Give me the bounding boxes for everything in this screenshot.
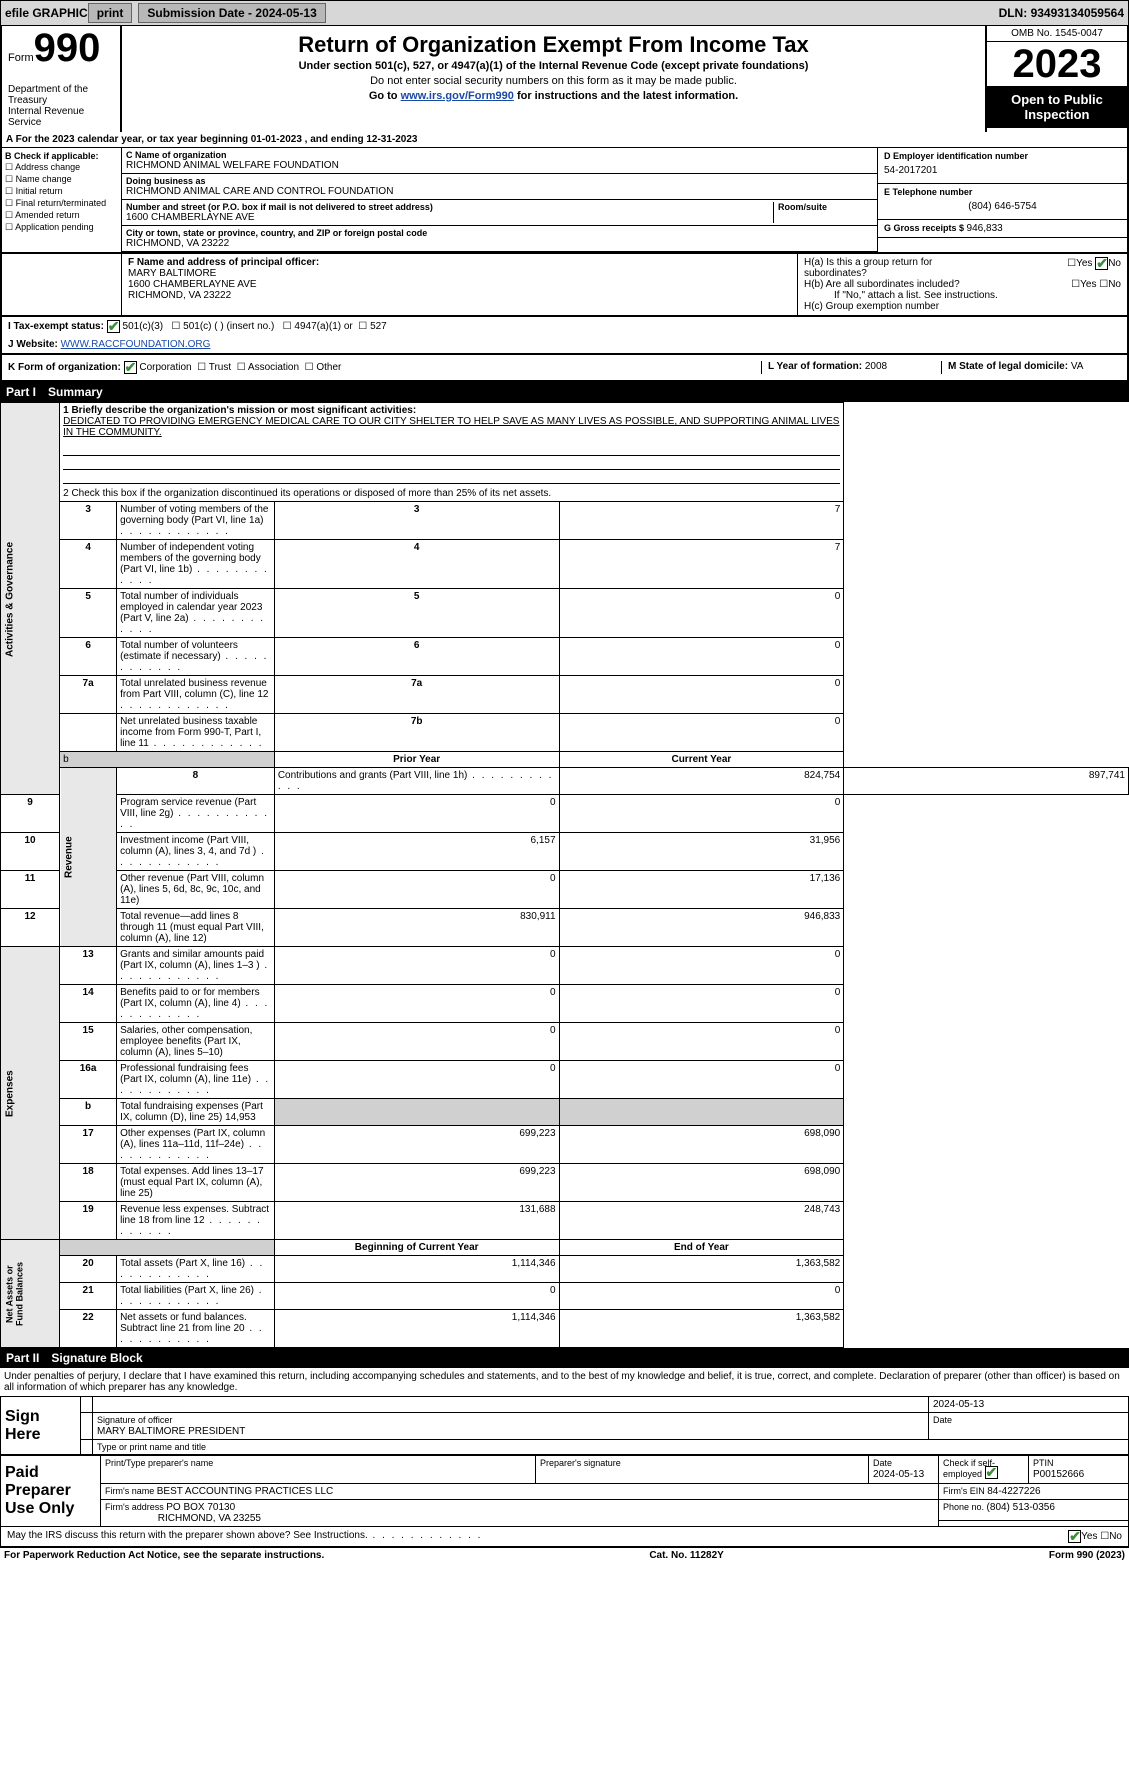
perjury-text: Under penalties of perjury, I declare th… — [0, 1368, 1129, 1396]
gov-row: 6Total number of volunteers (estimate if… — [1, 638, 1129, 676]
chk-initial-return[interactable]: Initial return — [5, 186, 118, 197]
chk-name-change[interactable]: Name change — [5, 174, 118, 185]
chk-address-change[interactable]: Address change — [5, 162, 118, 173]
dba: RICHMOND ANIMAL CARE AND CONTROL FOUNDAT… — [126, 186, 873, 197]
gov-row: Net unrelated business taxable income fr… — [1, 714, 1129, 752]
section-b-thru-g: B Check if applicable: Address change Na… — [0, 147, 1129, 254]
summary-table: Activities & Governance 1 Briefly descri… — [0, 402, 1129, 1348]
part-i-header: Part I Summary — [0, 382, 1129, 402]
chk-app-pending[interactable]: Application pending — [5, 222, 118, 233]
discuss-yes[interactable] — [1068, 1530, 1081, 1543]
firm-name: BEST ACCOUNTING PRACTICES LLC — [157, 1486, 334, 1497]
part-ii-header: Part II Signature Block — [0, 1348, 1129, 1368]
discuss-row: May the IRS discuss this return with the… — [0, 1527, 1129, 1547]
paid-preparer-table: Paid Preparer Use Only Print/Type prepar… — [0, 1455, 1129, 1527]
form-number-box: Form990 Department of the Treasury Inter… — [2, 26, 122, 132]
hb-yes-no: ☐Yes ☐No — [1071, 279, 1121, 290]
row-k-l-m: K Form of organization: Corporation ☐ Tr… — [0, 355, 1129, 382]
year-box: OMB No. 1545-0047 2023 Open to Public In… — [987, 26, 1127, 132]
gov-row: 5Total number of individuals employed in… — [1, 589, 1129, 638]
website-link[interactable]: WWW.RACCFOUNDATION.ORG — [61, 339, 211, 350]
chk-amended[interactable]: Amended return — [5, 210, 118, 221]
ein: 54-2017201 — [884, 161, 1121, 180]
title-box: Return of Organization Exempt From Incom… — [122, 26, 987, 132]
top-bar: efile GRAPHIC print Submission Date - 20… — [0, 0, 1129, 26]
print-button[interactable]: print — [88, 3, 133, 23]
side-netassets: Net Assets or Fund Balances — [1, 1240, 60, 1348]
line-a: A For the 2023 calendar year, or tax yea… — [0, 132, 1129, 147]
chk-final-return[interactable]: Final return/terminated — [5, 198, 118, 209]
chk-self-employed[interactable] — [985, 1466, 998, 1479]
treasury-dept: Department of the Treasury Internal Reve… — [8, 84, 114, 128]
telephone: (804) 646-5754 — [884, 197, 1121, 216]
org-name: RICHMOND ANIMAL WELFARE FOUNDATION — [126, 160, 873, 171]
gov-row: 3Number of voting members of the governi… — [1, 502, 1129, 540]
form-header: Form990 Department of the Treasury Inter… — [0, 26, 1129, 132]
footer: For Paperwork Reduction Act Notice, see … — [0, 1547, 1129, 1563]
mission-text: DEDICATED TO PROVIDING EMERGENCY MEDICAL… — [63, 416, 840, 438]
dln: DLN: 93493134059564 — [999, 6, 1124, 20]
side-governance: Activities & Governance — [1, 403, 60, 795]
side-expenses: Expenses — [1, 947, 60, 1240]
form-title: Return of Organization Exempt From Incom… — [130, 32, 977, 58]
chk-501c3[interactable] — [107, 320, 120, 333]
col-c: C Name of organization RICHMOND ANIMAL W… — [122, 148, 877, 252]
gov-row: 7aTotal unrelated business revenue from … — [1, 676, 1129, 714]
street: 1600 CHAMBERLAYNE AVE — [126, 212, 773, 223]
chk-corp[interactable] — [124, 361, 137, 374]
officer-name: MARY BALTIMORE PRESIDENT — [97, 1426, 245, 1437]
submission-button[interactable]: Submission Date - 2024-05-13 — [138, 3, 325, 23]
city: RICHMOND, VA 23222 — [126, 238, 873, 249]
gov-row: 4Number of independent voting members of… — [1, 540, 1129, 589]
ha-no-checked[interactable] — [1095, 257, 1108, 270]
gross-receipts: 946,833 — [967, 223, 1003, 234]
status-i-j: I Tax-exempt status: 501(c)(3) ☐ 501(c) … — [0, 317, 1129, 355]
goto-line: Go to www.irs.gov/Form990 for instructio… — [130, 90, 977, 102]
side-revenue: Revenue — [60, 768, 117, 947]
col-b: B Check if applicable: Address change Na… — [2, 148, 122, 252]
efile-label: efile GRAPHIC — [5, 6, 88, 20]
sign-here-table: Sign Here 2024-05-13 Signature of office… — [0, 1396, 1129, 1455]
irs-link[interactable]: www.irs.gov/Form990 — [401, 90, 514, 102]
ha-yes-no: ☐Yes No — [1067, 257, 1121, 279]
col-d-g: D Employer identification number 54-2017… — [877, 148, 1127, 252]
section-f-h: F Name and address of principal officer:… — [0, 254, 1129, 317]
